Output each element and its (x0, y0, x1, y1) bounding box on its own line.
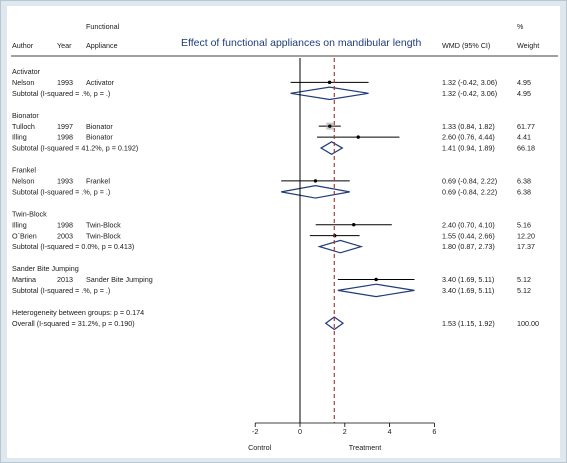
overall-weight: 100.00 (517, 319, 539, 328)
subtotal-ci-text: 1.80 (0.87, 2.73) (442, 242, 495, 251)
x-label-treatment: Treatment (349, 443, 382, 452)
col-year-header: Year (57, 41, 72, 50)
point-estimate (327, 80, 332, 85)
subtotal-diamond (281, 185, 350, 199)
study-year: 2013 (57, 275, 73, 284)
study-ci-text: 2.60 (0.76, 4.44) (442, 133, 495, 142)
point-estimate (313, 179, 318, 183)
study-appliance: Frankel (86, 177, 110, 186)
study-year: 1998 (57, 220, 73, 229)
point-estimate (356, 135, 360, 139)
subtotal-diamond (290, 86, 369, 101)
group-label: Bionator (12, 111, 39, 120)
x-axis: -2 0 2 4 6 Control Treatment (248, 422, 436, 452)
study-ci-text: 1.32 (-0.42, 3.06) (442, 78, 497, 87)
point-estimate (374, 277, 378, 282)
heterogeneity-note: Heterogeneity between groups: p = 0.174 (12, 308, 144, 317)
group-label: Sander Bite Jumping (12, 264, 79, 273)
overall-diamond (324, 316, 345, 331)
subtotal-label: Subtotal (I-squared = .%, p = .) (12, 286, 110, 295)
study-year: 1993 (57, 78, 73, 87)
group-label: Activator (12, 67, 41, 76)
study-author: O`Brien (12, 231, 37, 240)
overall-ci-text: 1.53 (1.15, 1.92) (442, 319, 495, 328)
study-author: Illing (12, 220, 27, 229)
plot-panel: Functional Author Year Appliance Effect … (7, 6, 560, 458)
forest-plot: Functional Author Year Appliance Effect … (11, 22, 558, 452)
subtotal-weight: 6.38 (517, 187, 531, 196)
subtotal-ci-text: 0.69 (-0.84, 2.22) (442, 187, 497, 196)
point-estimate (352, 223, 356, 227)
subtotal-weight: 4.95 (517, 89, 531, 98)
x-tick-label: -2 (252, 427, 258, 436)
study-year: 1993 (57, 177, 73, 186)
subtotal-label: Subtotal (I-squared = .%, p = .) (12, 89, 110, 98)
subtotal-label: Subtotal (I-squared = 41.2%, p = 0.192) (12, 144, 138, 153)
study-weight: 6.38 (517, 177, 531, 186)
study-weight: 5.16 (517, 220, 531, 229)
x-label-control: Control (248, 443, 272, 452)
subtotal-diamond (319, 141, 344, 155)
study-appliance: Sander Bite Jumping (86, 275, 153, 284)
study-author: Nelson (12, 78, 34, 87)
subtotal-label: Subtotal (I-squared = 0.0%, p = 0.413) (12, 242, 134, 251)
subtotal-ci-text: 1.32 (-0.42, 3.06) (442, 89, 497, 98)
study-author: Martina (12, 275, 36, 284)
header: Functional Author Year Appliance Effect … (11, 22, 558, 57)
x-tick-label: 0 (298, 427, 302, 436)
reference-lines (299, 58, 335, 423)
study-weight: 4.95 (517, 78, 531, 87)
subtotal-diamond (317, 239, 364, 254)
overall-label: Overall (I-squared = 31.2%, p = 0.190) (12, 319, 135, 328)
rows: Activator Nelson 1993 Activator 1.32 (-0.42,… (12, 67, 539, 331)
col-weight-header-2: Weight (517, 41, 539, 50)
chart-title: Effect of functional appliances on mandi… (181, 37, 421, 49)
study-year: 2003 (57, 231, 73, 240)
study-weight: 61.77 (517, 122, 535, 131)
study-ci-text: 1.55 (0.44, 2.66) (442, 231, 495, 240)
subtotal-ci-text: 1.41 (0.94, 1.89) (442, 144, 495, 153)
study-author: Tulloch (12, 122, 35, 131)
col-wmd-header: WMD (95% CI) (442, 41, 490, 50)
study-appliance: Bionator (86, 133, 113, 142)
group-label: Twin-Block (12, 209, 47, 218)
col-author-header: Author (12, 41, 34, 50)
study-year: 1998 (57, 133, 73, 142)
group-label: Frankel (12, 166, 36, 175)
study-ci-text: 3.40 (1.69, 5.11) (442, 275, 494, 284)
study-appliance: Bionator (86, 122, 113, 131)
study-weight: 4.41 (517, 133, 531, 142)
x-tick-label: 4 (388, 427, 392, 436)
study-appliance: Twin-Block (86, 220, 121, 229)
subtotal-weight: 66.18 (517, 144, 535, 153)
subtotal-weight: 17.37 (517, 242, 535, 251)
subtotal-weight: 5.12 (517, 286, 531, 295)
col-weight-header-1: % (517, 22, 524, 31)
study-year: 1997 (57, 122, 73, 131)
study-weight: 12.20 (517, 231, 535, 240)
study-weight: 5.12 (517, 275, 531, 284)
study-ci-text: 1.33 (0.84, 1.82) (442, 122, 495, 131)
study-author: Nelson (12, 177, 34, 186)
subtotal-diamond (337, 283, 415, 298)
study-author: Illing (12, 133, 27, 142)
x-tick-label: 2 (343, 427, 347, 436)
point-estimate (328, 124, 332, 128)
study-ci-text: 0.69 (-0.84, 2.22) (442, 177, 497, 186)
subtotal-ci-text: 3.40 (1.69, 5.11) (442, 286, 494, 295)
subtotal-label: Subtotal (I-squared = .%, p = .) (12, 187, 110, 196)
study-ci-text: 2.40 (0.70, 4.10) (442, 220, 495, 229)
col-appliance-header-1: Functional (86, 22, 120, 31)
x-tick-label: 6 (432, 427, 436, 436)
study-appliance: Activator (86, 78, 115, 87)
study-appliance: Twin-Block (86, 231, 121, 240)
col-appliance-header-2: Appliance (86, 41, 118, 50)
